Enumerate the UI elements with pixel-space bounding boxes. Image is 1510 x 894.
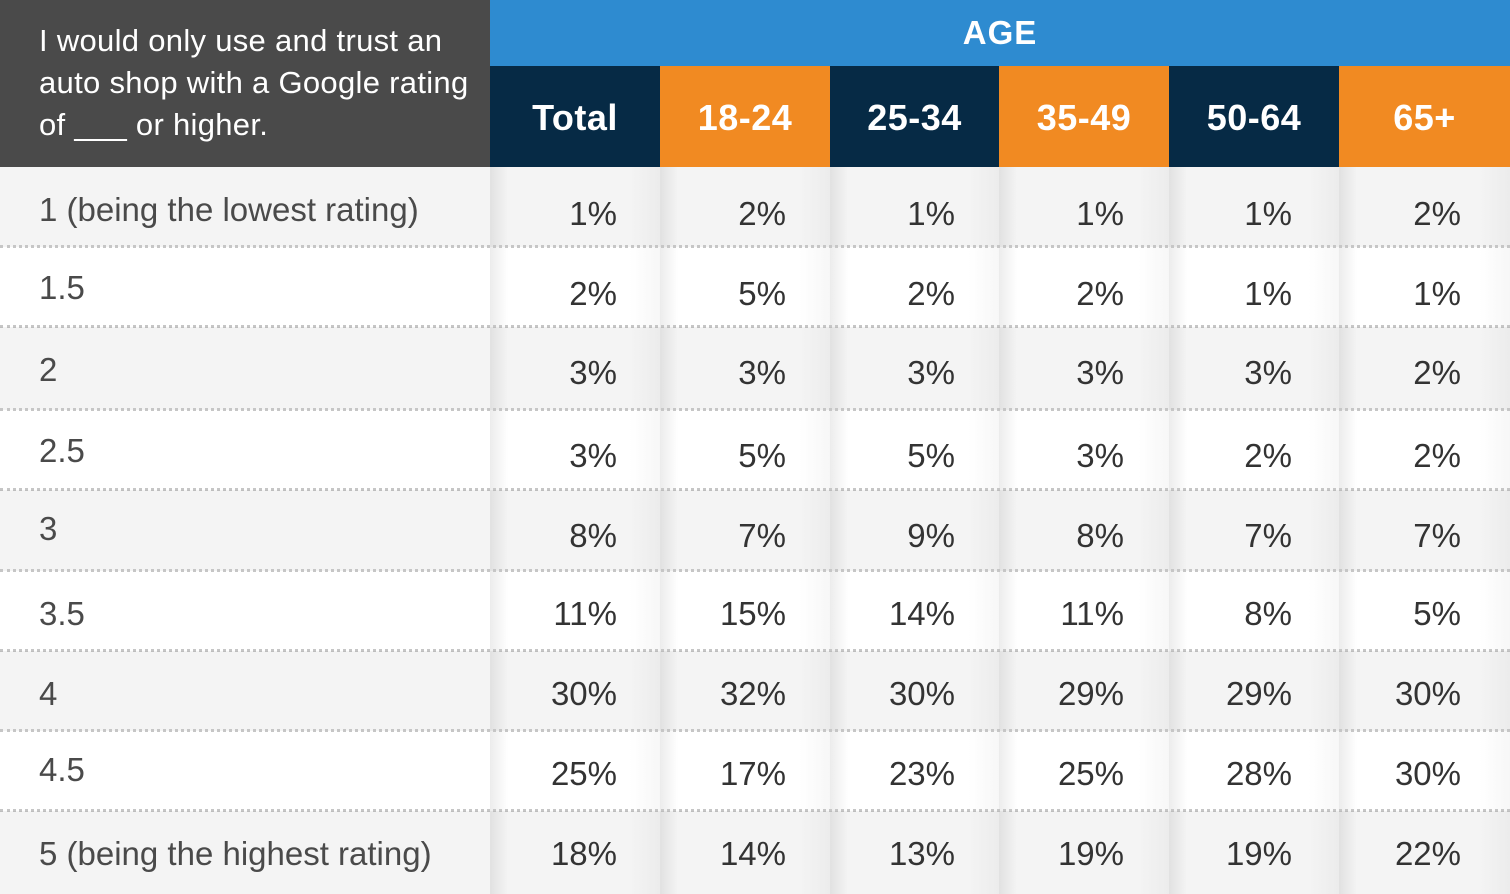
table-cell: 11% — [1060, 595, 1124, 632]
question-header: I would only use and trust an auto shop … — [0, 0, 490, 167]
table-cell: 19% — [1225, 835, 1292, 872]
table-cell: 17% — [719, 755, 786, 792]
table-cell: 30% — [888, 675, 955, 712]
table-cell: 8% — [569, 517, 617, 554]
column-header: 50-64 — [1169, 66, 1339, 167]
column-header: 25-34 — [830, 66, 999, 167]
table-cell: 1% — [1244, 275, 1292, 312]
table-cell: 5% — [738, 275, 786, 312]
table-cell: 2% — [1244, 437, 1292, 474]
table-cell: 1% — [569, 195, 617, 232]
column-background — [1169, 167, 1339, 894]
row-divider — [0, 408, 1510, 411]
table-cell: 7% — [1244, 517, 1292, 554]
table-cell: 14% — [719, 835, 786, 872]
table-cell: 2% — [1413, 437, 1461, 474]
table-cell: 22% — [1394, 835, 1461, 872]
age-group-header: AGE — [490, 0, 1510, 66]
column-header: Total — [490, 66, 660, 167]
table-cell: 28% — [1225, 755, 1292, 792]
table-cell: 2% — [1076, 275, 1124, 312]
table-cell: 30% — [1394, 675, 1461, 712]
table-cell: 3% — [569, 437, 617, 474]
table-cell: 32% — [719, 675, 786, 712]
column-background — [1339, 167, 1510, 894]
table-cell: 25% — [550, 755, 617, 792]
row-label: 4.5 — [39, 751, 85, 788]
column-header: 65+ — [1339, 66, 1510, 167]
column-header: 35-49 — [999, 66, 1169, 167]
table-cell: 1% — [907, 195, 955, 232]
row-label: 1 (being the lowest rating) — [39, 191, 419, 228]
row-label: 2.5 — [39, 432, 85, 469]
table-cell: 7% — [738, 517, 786, 554]
row-label: 2 — [39, 351, 58, 388]
table-cell: 18% — [550, 835, 617, 872]
table-cell: 14% — [888, 595, 955, 632]
column-background — [830, 167, 999, 894]
table-cell: 30% — [1394, 755, 1461, 792]
row-label: 5 (being the highest rating) — [39, 835, 432, 872]
table-cell: 1% — [1076, 195, 1124, 232]
table-row — [0, 490, 1510, 571]
table-row — [0, 651, 1510, 731]
row-label: 3.5 — [39, 595, 85, 632]
table-cell: 9% — [907, 517, 955, 554]
table-cell: 7% — [1413, 517, 1461, 554]
table-cell: 5% — [1413, 595, 1461, 632]
row-label: 1.5 — [39, 269, 85, 306]
table-cell: 3% — [1076, 437, 1124, 474]
table-cell: 29% — [1057, 675, 1124, 712]
row-divider — [0, 569, 1510, 572]
column-header: 18-24 — [660, 66, 830, 167]
table-cell: 2% — [1413, 195, 1461, 232]
table-row — [0, 327, 1510, 410]
row-label: 3 — [39, 510, 58, 547]
column-background — [660, 167, 830, 894]
table-cell: 3% — [569, 354, 617, 391]
table-cell: 3% — [738, 354, 786, 391]
table-cell: 13% — [888, 835, 955, 872]
row-divider — [0, 325, 1510, 328]
column-background — [999, 167, 1169, 894]
table-cell: 3% — [1244, 354, 1292, 391]
table-cell: 5% — [907, 437, 955, 474]
column-background — [490, 167, 660, 894]
table-cell: 1% — [1413, 275, 1461, 312]
row-divider — [0, 729, 1510, 732]
row-divider — [0, 649, 1510, 652]
table-cell: 30% — [550, 675, 617, 712]
table-row — [0, 167, 1510, 247]
table-cell: 11% — [553, 595, 617, 632]
table-row — [0, 811, 1510, 894]
table-cell: 3% — [907, 354, 955, 391]
table-cell: 15% — [719, 595, 786, 632]
table-cell: 8% — [1244, 595, 1292, 632]
table-cell: 5% — [738, 437, 786, 474]
table-cell: 29% — [1225, 675, 1292, 712]
table-cell: 23% — [888, 755, 955, 792]
table-cell: 2% — [738, 195, 786, 232]
row-label: 4 — [39, 675, 58, 712]
table-cell: 2% — [569, 275, 617, 312]
table-cell: 3% — [1076, 354, 1124, 391]
row-divider — [0, 809, 1510, 812]
table-cell: 19% — [1057, 835, 1124, 872]
table-cell: 8% — [1076, 517, 1124, 554]
row-divider — [0, 245, 1510, 248]
row-divider — [0, 488, 1510, 491]
table-cell: 2% — [907, 275, 955, 312]
table-cell: 25% — [1057, 755, 1124, 792]
table-cell: 1% — [1244, 195, 1292, 232]
table-cell: 2% — [1413, 354, 1461, 391]
